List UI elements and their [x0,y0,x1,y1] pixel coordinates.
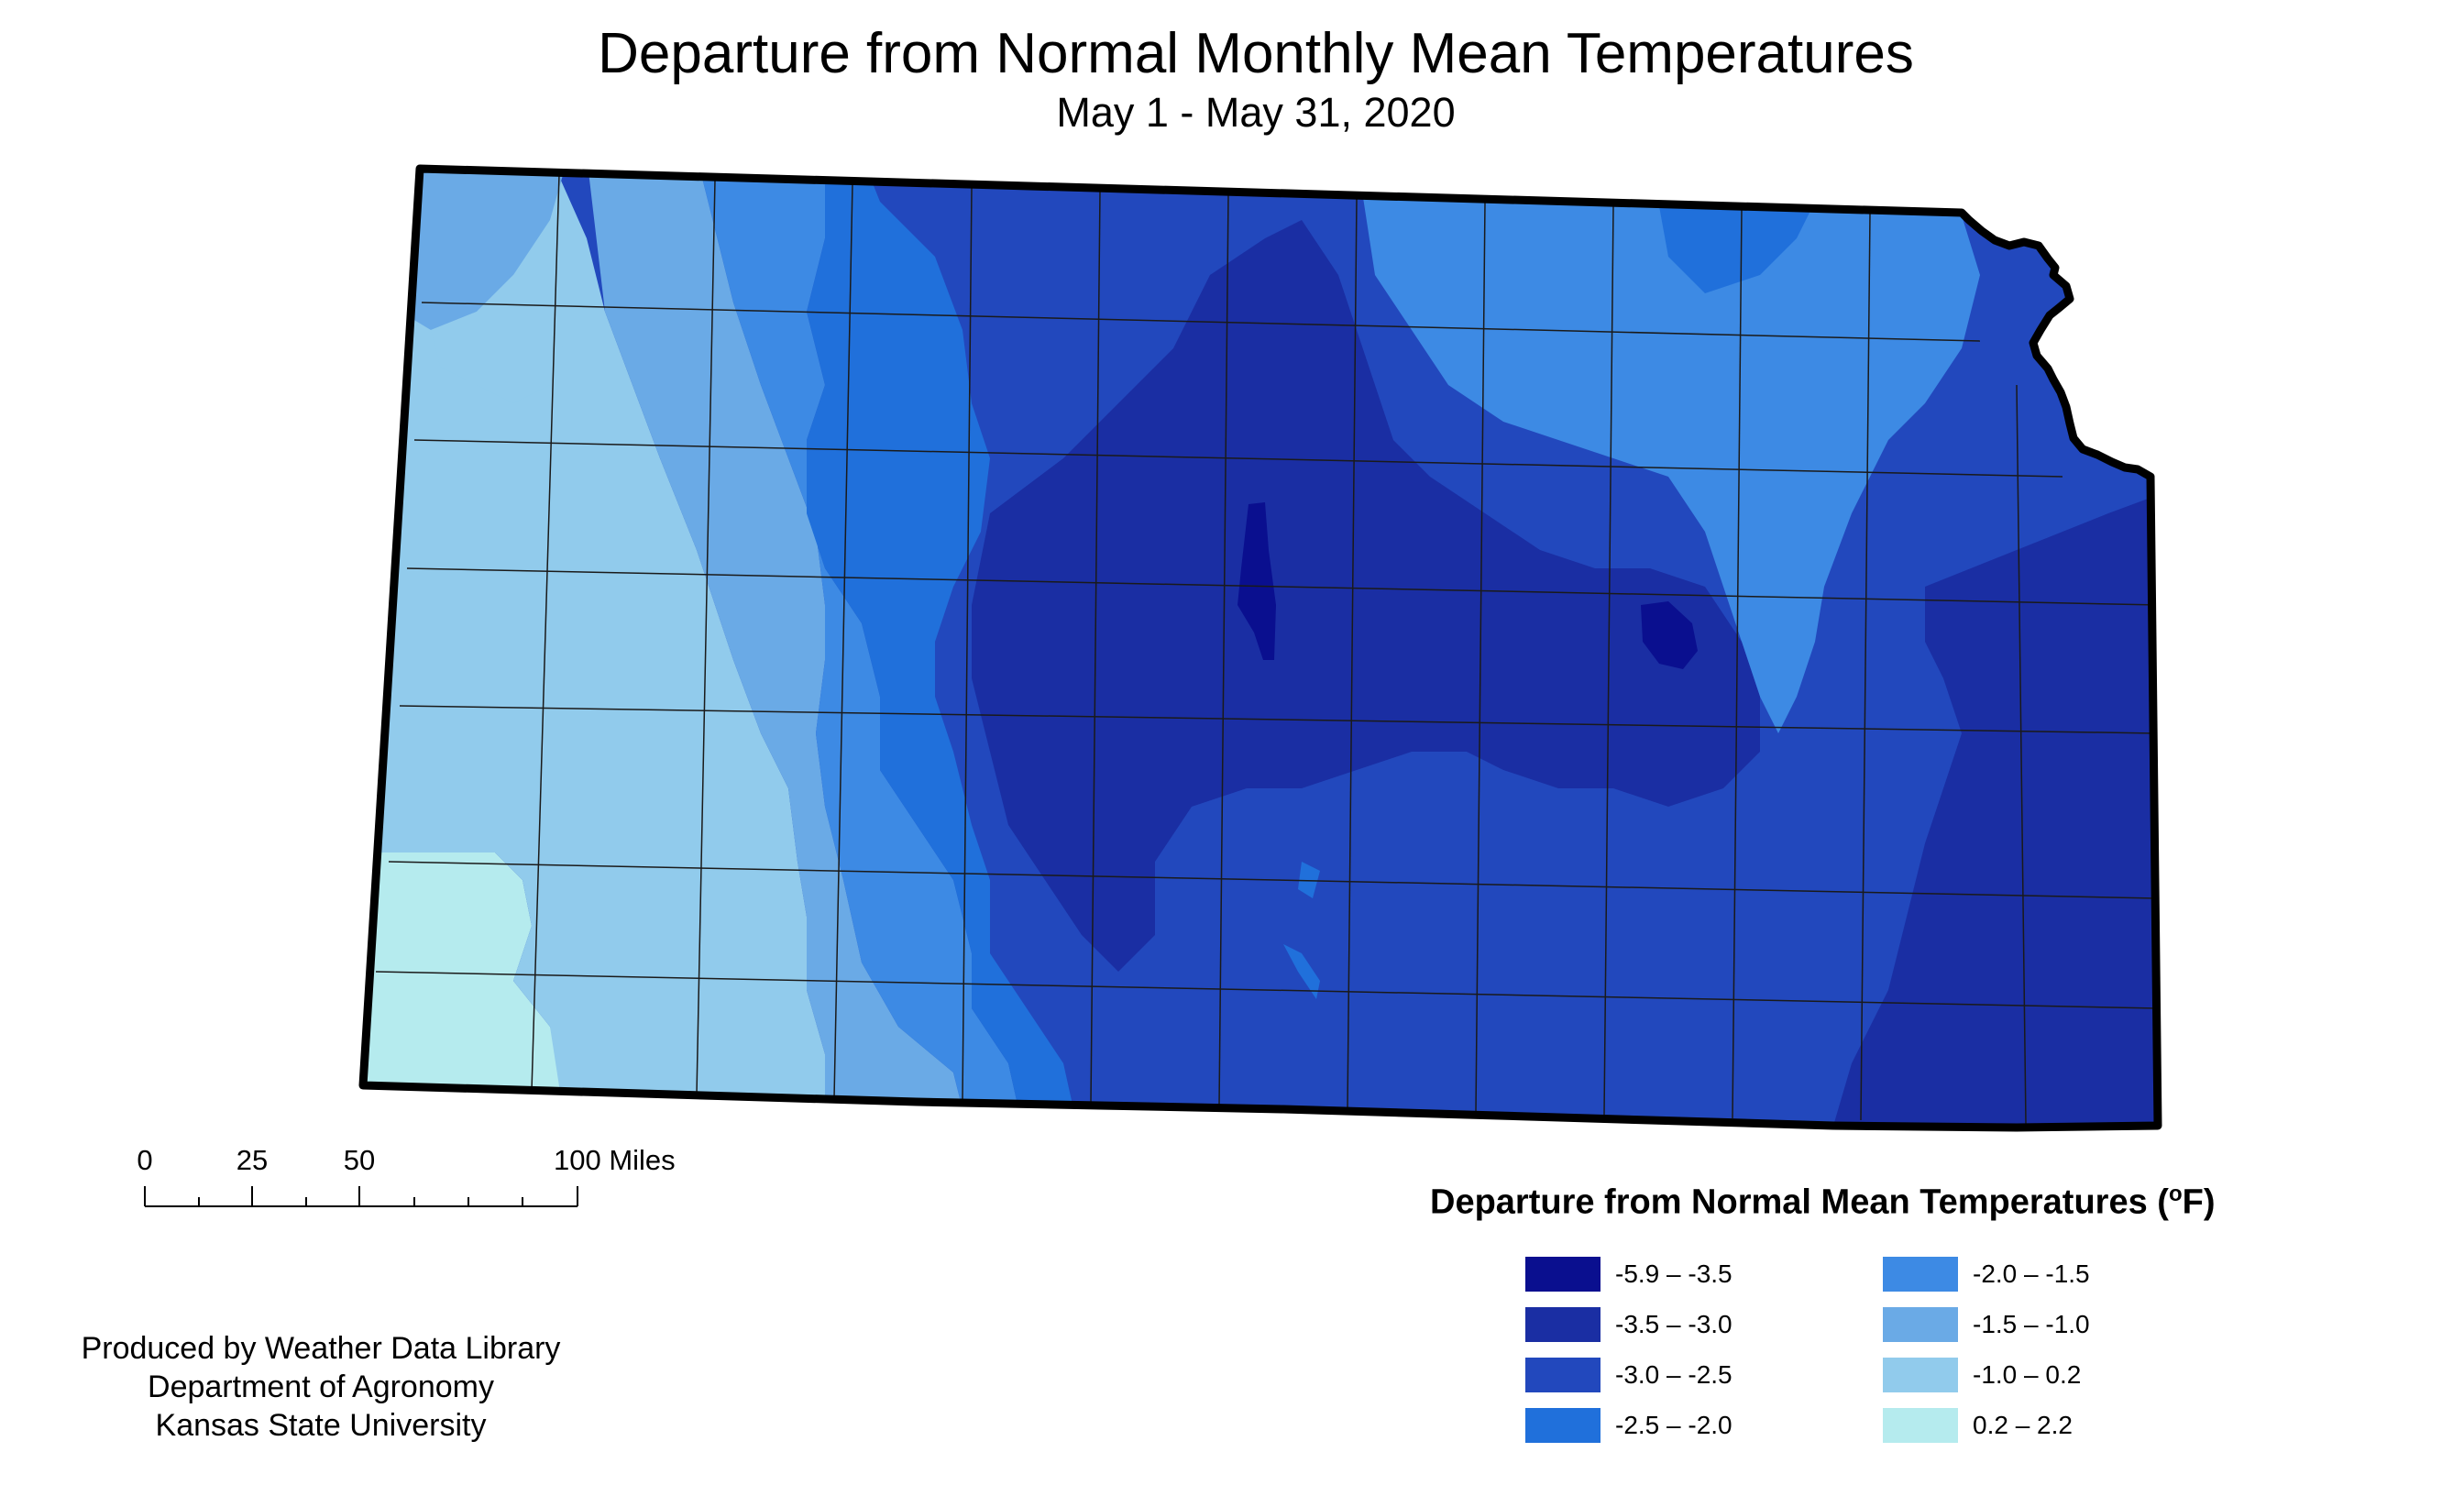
legend-item: -5.9 – -3.5 [1525,1256,1732,1292]
temperature-band-neg3.5-neg3.0 [972,220,1760,972]
temperature-band-neg2.0-neg1.5-northeast [1357,169,1980,733]
temperature-band-neg2.5-neg2.0-patch2 [1298,862,1320,898]
legend-label: -2.0 – -1.5 [1973,1260,2090,1288]
legend-swatch [1525,1307,1600,1342]
kansas-state-outline [358,164,2162,1132]
legend-item: -1.0 – 0.2 [1883,1357,2081,1393]
temperature-band-neg1.0-0.2 [363,169,825,1128]
scale-label-50: 50 [343,1144,376,1176]
credit-line-1: Produced by Weather Data Library [81,1331,561,1366]
temperature-band-neg1.5-neg1.0-south [587,169,972,1128]
credit-line-3: Kansas State University [155,1408,487,1443]
legend-label: -3.0 – -2.5 [1615,1360,1732,1389]
legend-item: -2.0 – -1.5 [1883,1256,2090,1292]
temperature-band-neg2.5-neg2.0 [697,169,1082,1128]
temperature-band-neg2.5-neg2.0-patch [1283,944,1320,999]
county-lines [375,173,2158,1125]
legend-swatch [1525,1358,1600,1392]
legend-swatch [1883,1307,1958,1342]
legend-title: Departure from Normal Mean Temperatures … [1430,1182,2216,1222]
temperature-band-neg2.0-neg1.5 [568,169,1027,1128]
legend-swatch [1883,1408,1958,1443]
legend-swatch [1883,1358,1958,1392]
scale-label-0: 0 [137,1144,153,1176]
scale-label-25: 25 [236,1144,269,1176]
map-subtitle: May 1 - May 31, 2020 [1056,89,1456,136]
legend-swatch [1883,1257,1958,1292]
legend-label: -2.5 – -2.0 [1615,1411,1732,1439]
legend-label: -5.9 – -3.5 [1615,1260,1732,1288]
legend-label: -1.0 – 0.2 [1973,1360,2082,1389]
temperature-band-neg1.0-0.2-patch [431,275,568,403]
map-title: Departure from Normal Monthly Mean Tempe… [598,22,1914,85]
kansas-temperature-map [358,164,2162,1132]
scale-label-100: 100 Miles [554,1144,676,1176]
legend-item: -2.5 – -2.0 [1525,1407,1732,1444]
scale-bar-ruler [144,1186,578,1207]
legend-label: -1.5 – -1.0 [1973,1310,2090,1338]
legend-item: -3.0 – -2.5 [1525,1357,1732,1393]
legend-item: 0.2 – 2.2 [1883,1407,2073,1444]
legend-swatch [1525,1408,1600,1443]
credit-line-2: Department of Agronomy [148,1370,494,1404]
legend-label: 0.2 – 2.2 [1973,1411,2073,1439]
temperature-band-0.2-2.2 [363,852,568,1128]
scale-bar: 0 25 50 100 Miles [137,1144,676,1208]
temperature-band-neg5.9-neg3.5-spot1 [1238,502,1276,660]
credits: Produced by Weather Data Library Departm… [37,1329,605,1445]
legend-swatch [1525,1257,1600,1292]
temperature-band-neg3.5-neg3.0-east [1833,495,2158,1126]
legend-item: -1.5 – -1.0 [1883,1306,2090,1343]
temperature-band-neg5.9-neg3.5-spot2 [1641,601,1698,669]
legend-item: -3.5 – -3.0 [1525,1306,1732,1343]
legend-label: -3.5 – -3.0 [1615,1310,1732,1338]
